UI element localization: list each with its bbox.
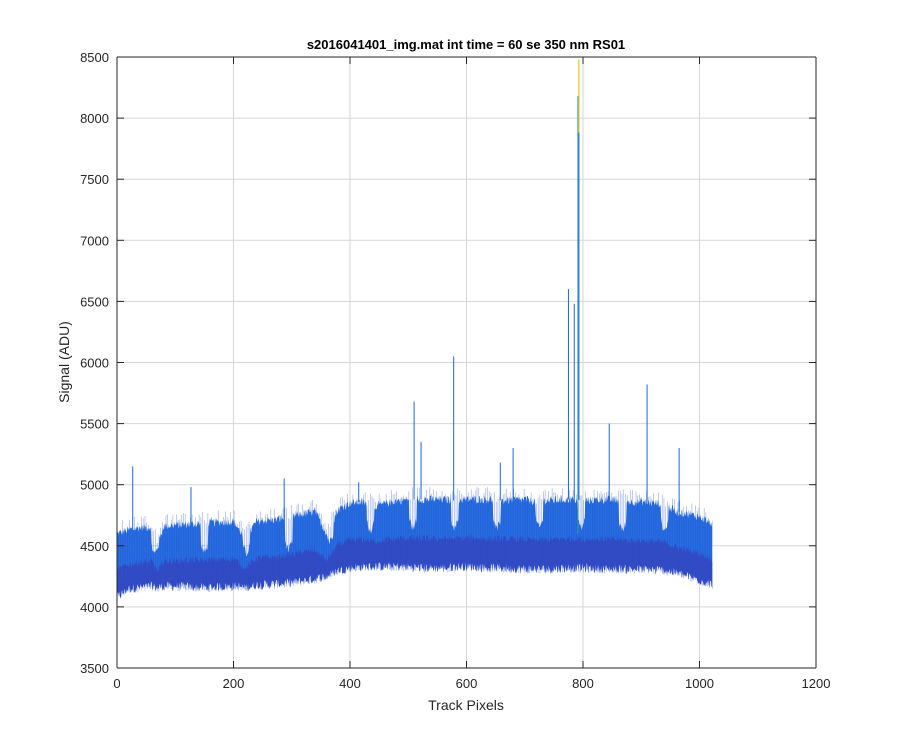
y-tick-label: 8500 [80,50,109,65]
y-axis-label: Signal (ADU) [56,321,72,403]
y-tick-label: 5500 [80,417,109,432]
x-tick-label: 0 [113,676,120,691]
y-tick-label: 3500 [80,661,109,676]
tick-labels: 0 200 400 600 800 1000 1200 3500 4000 4500 5000 550… [80,50,830,691]
y-tick-label: 6000 [80,356,109,371]
x-tick-label: 1000 [685,676,714,691]
y-tick-label: 4500 [80,539,109,554]
y-tick-label: 5000 [80,478,109,493]
x-tick-label: 600 [456,676,478,691]
y-tick-label: 7500 [80,172,109,187]
plot-data [116,59,713,601]
signal-band-lower [117,534,713,599]
x-tick-label: 800 [572,676,594,691]
y-tick-label: 7000 [80,233,109,248]
y-tick-label: 4000 [80,600,109,615]
chart-title: s2016041401_img.mat int time = 60 se 350… [307,37,625,52]
x-tick-label: 1200 [802,676,831,691]
y-tick-label: 8000 [80,111,109,126]
axes [116,56,817,669]
x-tick-label: 400 [339,676,361,691]
y-tick-label: 6500 [80,294,109,309]
x-axis-label: Track Pixels [428,697,504,713]
x-tick-label: 200 [223,676,245,691]
